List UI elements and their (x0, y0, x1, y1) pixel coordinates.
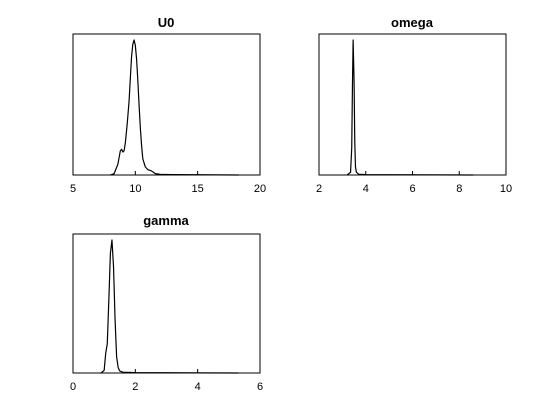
subplot-u0: U0 5 10 15 20 (70, 15, 266, 195)
x-ticks: 2 4 6 8 10 (316, 171, 512, 195)
axes-frame (318, 33, 507, 176)
x-tick-label: 6 (257, 381, 263, 393)
subplot-omega: omega 2 4 6 8 10 (316, 15, 512, 195)
x-tick-label: 10 (129, 183, 141, 195)
axes-frame (72, 33, 261, 176)
density-line (346, 39, 474, 176)
x-ticks: 5 10 15 20 (70, 171, 266, 195)
density-line (100, 239, 239, 374)
x-tick-label: 5 (70, 183, 76, 195)
density-line (110, 39, 239, 176)
x-tick-label: 2 (132, 381, 138, 393)
x-tick-label: 10 (500, 183, 512, 195)
x-tick-label: 6 (409, 183, 415, 195)
x-tick-label: 2 (316, 183, 322, 195)
x-tick-label: 4 (363, 183, 369, 195)
x-tick-label: 0 (70, 381, 76, 393)
axes-frame (72, 233, 261, 374)
x-tick-label: 4 (195, 381, 201, 393)
x-tick-label: 15 (192, 183, 204, 195)
chart-title: omega (391, 15, 434, 30)
chart-title: gamma (143, 213, 189, 228)
x-tick-label: 20 (254, 183, 266, 195)
chart-title: U0 (158, 15, 175, 30)
x-tick-label: 8 (456, 183, 462, 195)
subplot-gamma: gamma 0 2 4 6 (70, 213, 263, 393)
